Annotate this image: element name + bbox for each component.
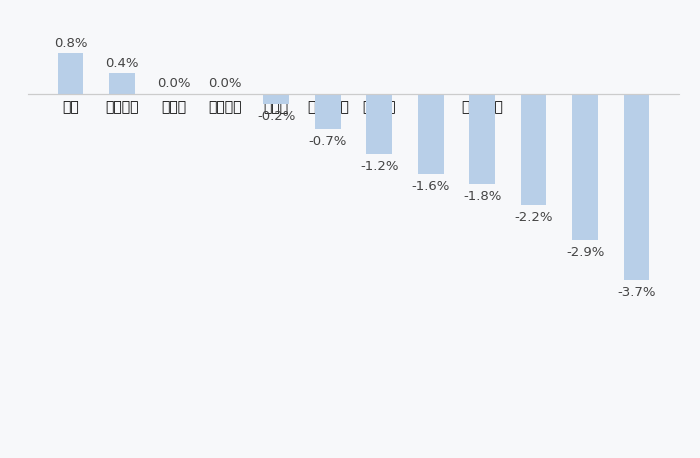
Bar [263,93,289,104]
Bar [572,93,598,240]
Text: 0.8%: 0.8% [54,37,88,49]
Bar [315,93,341,129]
Text: -0.2%: -0.2% [257,109,295,123]
Text: 0.0%: 0.0% [208,77,241,90]
Text: -0.7%: -0.7% [309,135,347,148]
Bar [57,53,83,93]
Bar [366,93,392,154]
Text: -3.7%: -3.7% [617,286,656,299]
Bar [109,73,135,93]
Text: -2.2%: -2.2% [514,211,553,224]
Text: -1.8%: -1.8% [463,191,501,203]
Bar [418,93,444,174]
Text: -2.9%: -2.9% [566,246,604,259]
Bar [521,93,547,205]
Bar [624,93,650,280]
Text: -1.2%: -1.2% [360,160,398,173]
Text: 0.0%: 0.0% [157,77,190,90]
Bar [469,93,495,185]
Text: -1.6%: -1.6% [412,180,450,193]
Text: 0.4%: 0.4% [105,57,139,70]
